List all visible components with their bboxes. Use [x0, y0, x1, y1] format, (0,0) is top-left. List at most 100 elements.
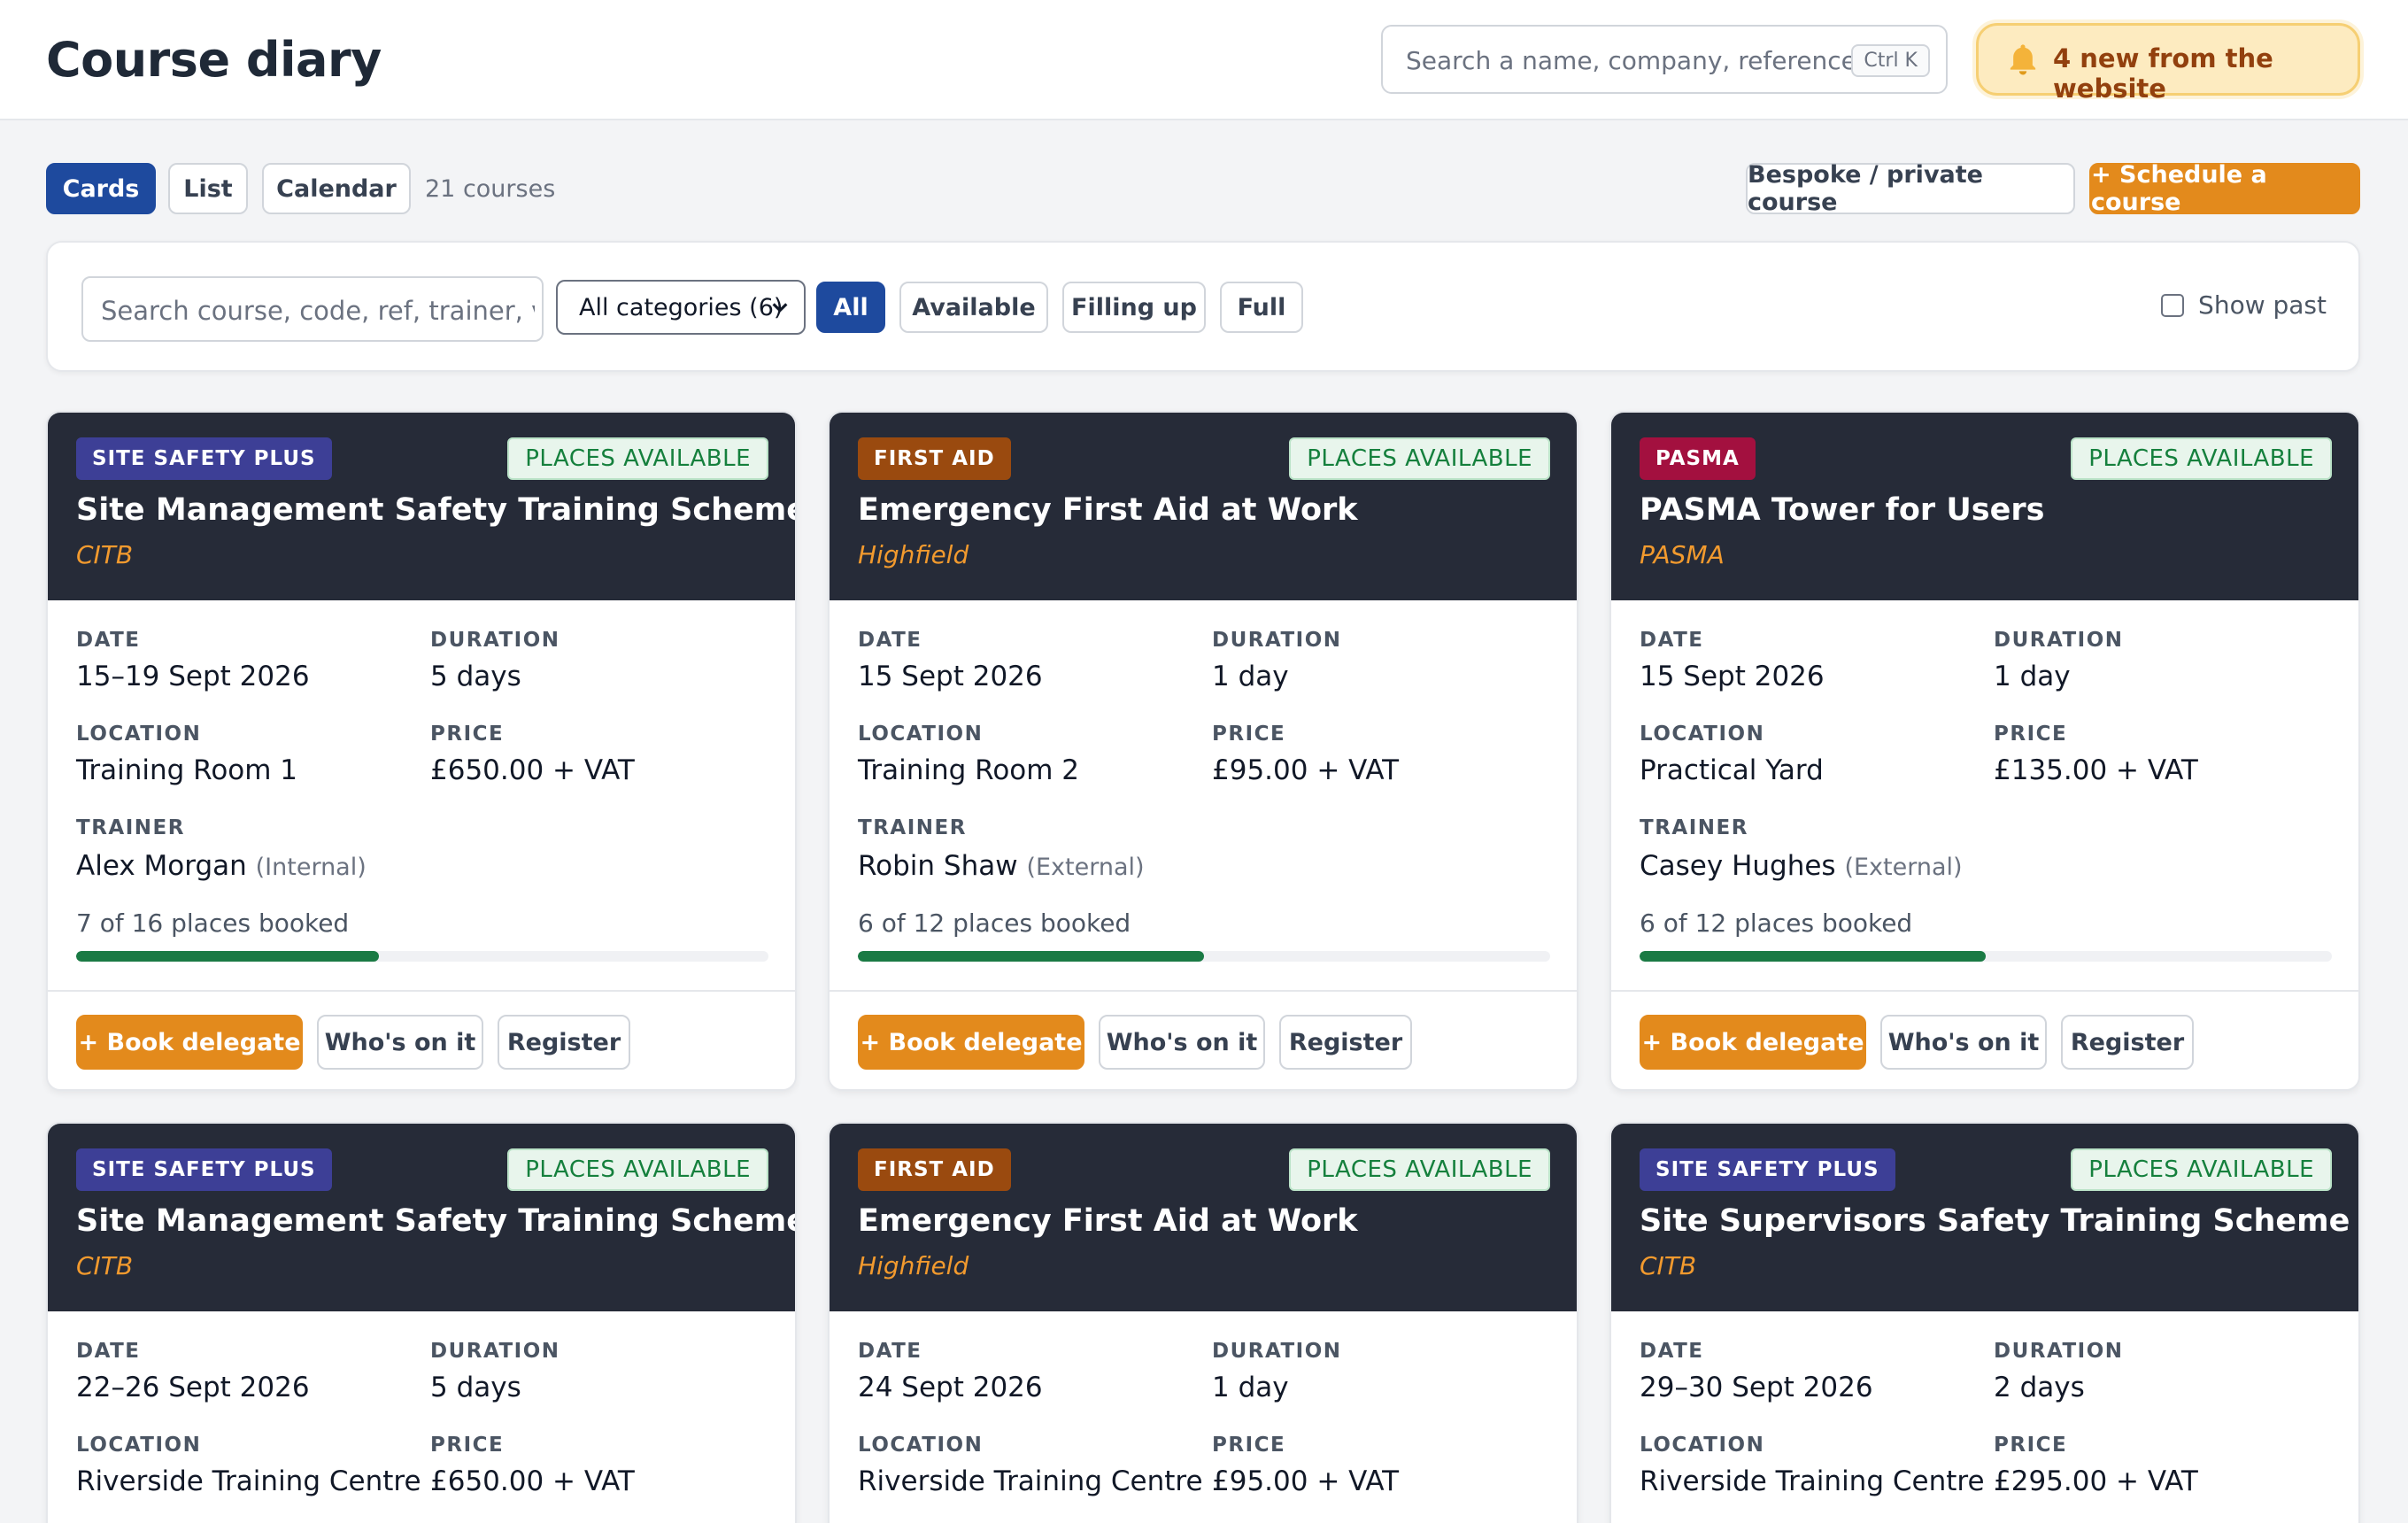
- book-delegate-button[interactable]: + Book delegate: [1640, 1015, 1866, 1070]
- status-badge: PLACES AVAILABLE: [1289, 1148, 1550, 1191]
- category-badge: PASMA: [1640, 437, 1756, 480]
- location-value: Training Room 1: [76, 754, 298, 786]
- show-past-checkbox[interactable]: [2161, 293, 2185, 317]
- category-badge: SITE SAFETY PLUS: [76, 437, 332, 480]
- date-label: DATE: [76, 1340, 141, 1363]
- card-header: SITE SAFETY PLUS PLACES AVAILABLE Site Man…: [48, 1124, 795, 1311]
- price-label: PRICE: [1994, 723, 2068, 746]
- price-label: PRICE: [1212, 1434, 1286, 1457]
- book-delegate-button[interactable]: + Book delegate: [858, 1015, 1084, 1070]
- price-value: £95.00 + VAT: [1212, 1465, 1400, 1497]
- whos-on-it-button[interactable]: Who's on it: [1880, 1015, 2047, 1070]
- register-button[interactable]: Register: [1279, 1015, 1412, 1070]
- duration-label: DURATION: [430, 1340, 560, 1363]
- trainer-value: Casey Hughes (External): [1640, 850, 1963, 882]
- places-booked-text: 6 of 12 places booked: [1640, 908, 1913, 938]
- category-select-value: All categories (6): [579, 294, 783, 321]
- duration-value: 1 day: [1212, 1372, 1289, 1403]
- location-label: LOCATION: [858, 723, 984, 746]
- register-button[interactable]: Register: [2061, 1015, 2194, 1070]
- keyboard-shortcut-hint: Ctrl K: [1851, 44, 1930, 77]
- trainer-type: (External): [1026, 854, 1145, 881]
- course-card[interactable]: SITE SAFETY PLUS PLACES AVAILABLE Site Man…: [46, 411, 797, 1091]
- course-provider: PASMA: [1640, 540, 1725, 569]
- course-card[interactable]: FIRST AID PLACES AVAILABLE Emergency First…: [828, 1122, 1578, 1523]
- location-value: Practical Yard: [1640, 754, 1824, 786]
- location-value: Riverside Training Centre: [858, 1465, 1203, 1497]
- duration-value: 2 days: [1994, 1372, 2085, 1403]
- card-header: PASMA PLACES AVAILABLE PASMA Tower for Use…: [1611, 413, 2358, 600]
- price-value: £650.00 + VAT: [430, 754, 635, 786]
- filter-all-pill[interactable]: All: [816, 282, 885, 333]
- duration-value: 1 day: [1212, 661, 1289, 692]
- price-label: PRICE: [430, 723, 505, 746]
- date-label: DATE: [858, 629, 922, 652]
- schedule-course-button[interactable]: + Schedule a course: [2089, 161, 2360, 216]
- bespoke-course-button[interactable]: Bespoke / private course: [1746, 161, 2075, 216]
- date-value: 22–26 Sept 2026: [76, 1372, 310, 1403]
- location-value: Training Room 2: [858, 754, 1080, 786]
- course-title: PASMA Tower for Users: [1640, 492, 2045, 528]
- show-past-label: Show past: [2198, 290, 2327, 320]
- places-booked-text: 7 of 16 places booked: [76, 908, 350, 938]
- trainer-value: Robin Shaw (External): [858, 850, 1145, 882]
- booking-progress-bar: [1640, 951, 2332, 962]
- card-divider: [1611, 990, 2358, 992]
- book-delegate-button[interactable]: + Book delegate: [76, 1015, 303, 1070]
- booking-progress-bar: [76, 951, 768, 962]
- whos-on-it-button[interactable]: Who's on it: [1099, 1015, 1265, 1070]
- course-search-input[interactable]: Search course, code, ref, trainer, v: [81, 276, 544, 342]
- view-list-button[interactable]: List: [168, 163, 248, 214]
- card-header: FIRST AID PLACES AVAILABLE Emergency First…: [830, 413, 1577, 600]
- course-card[interactable]: PASMA PLACES AVAILABLE PASMA Tower for Use…: [1609, 411, 2360, 1091]
- location-value: Riverside Training Centre: [76, 1465, 421, 1497]
- duration-value: 5 days: [430, 1372, 521, 1403]
- global-search-input[interactable]: Search a name, company, reference... Ctr…: [1381, 25, 1948, 94]
- location-label: LOCATION: [76, 1434, 202, 1457]
- course-card[interactable]: SITE SAFETY PLUS PLACES AVAILABLE Site Sup…: [1609, 1122, 2360, 1523]
- category-select[interactable]: All categories (6): [556, 280, 806, 335]
- category-badge: FIRST AID: [858, 1148, 1011, 1191]
- view-calendar-button[interactable]: Calendar: [262, 163, 411, 214]
- duration-label: DURATION: [1994, 1340, 2124, 1363]
- view-cards-button[interactable]: Cards: [46, 163, 156, 214]
- filter-panel: Search course, code, ref, trainer, v All…: [46, 241, 2360, 372]
- status-badge: PLACES AVAILABLE: [2071, 437, 2332, 480]
- trainer-label: TRAINER: [1640, 816, 1748, 839]
- whos-on-it-button[interactable]: Who's on it: [317, 1015, 483, 1070]
- course-card[interactable]: SITE SAFETY PLUS PLACES AVAILABLE Site Man…: [46, 1122, 797, 1523]
- course-provider: CITB: [76, 540, 134, 569]
- price-value: £95.00 + VAT: [1212, 754, 1400, 786]
- price-value: £135.00 + VAT: [1994, 754, 2198, 786]
- register-button[interactable]: Register: [498, 1015, 630, 1070]
- course-search-placeholder: Search course, code, ref, trainer, v: [101, 296, 535, 326]
- filter-full-pill[interactable]: Full: [1220, 282, 1303, 333]
- duration-label: DURATION: [1994, 629, 2124, 652]
- filter-available-pill[interactable]: Available: [899, 282, 1048, 333]
- card-divider: [48, 990, 795, 992]
- bell-icon: [2010, 44, 2036, 75]
- location-label: LOCATION: [1640, 1434, 1765, 1457]
- trainer-label: TRAINER: [76, 816, 185, 839]
- category-badge: FIRST AID: [858, 437, 1011, 480]
- location-value: Riverside Training Centre: [1640, 1465, 1985, 1497]
- duration-label: DURATION: [1212, 1340, 1342, 1363]
- trainer-name: Casey Hughes: [1640, 850, 1836, 882]
- booking-progress-bar: [858, 951, 1550, 962]
- website-notifications-button[interactable]: 4 new from the website: [1976, 23, 2360, 104]
- date-label: DATE: [858, 1340, 922, 1363]
- course-title: Site Supervisors Safety Training Scheme: [1640, 1203, 2350, 1239]
- duration-value: 5 days: [430, 661, 521, 692]
- trainer-name: Robin Shaw: [858, 850, 1018, 882]
- chevron-down-icon: [772, 303, 788, 313]
- page-title: Course diary: [46, 32, 382, 88]
- date-label: DATE: [1640, 629, 1704, 652]
- category-badge: SITE SAFETY PLUS: [76, 1148, 332, 1191]
- course-card[interactable]: FIRST AID PLACES AVAILABLE Emergency First…: [828, 411, 1578, 1091]
- show-past-toggle[interactable]: Show past: [2161, 290, 2327, 320]
- price-label: PRICE: [430, 1434, 505, 1457]
- date-label: DATE: [1640, 1340, 1704, 1363]
- date-value: 29–30 Sept 2026: [1640, 1372, 1873, 1403]
- filter-filling-up-pill[interactable]: Filling up: [1062, 282, 1206, 333]
- course-provider: Highfield: [858, 540, 969, 569]
